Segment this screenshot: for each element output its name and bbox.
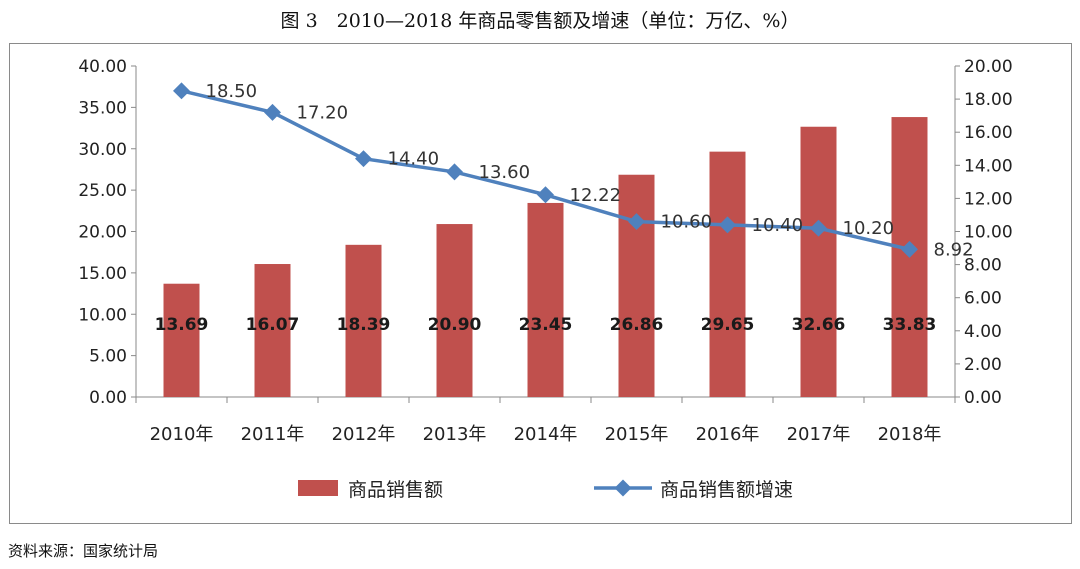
- legend-line-label: 商品销售额增速: [660, 479, 793, 501]
- growth-data-label: 12.22: [570, 185, 622, 206]
- left-axis-tick-label: 40.00: [78, 57, 127, 77]
- right-axis-tick-label: 18.00: [964, 90, 1013, 110]
- bar-data-label: 20.90: [428, 315, 482, 335]
- right-axis-tick-label: 12.00: [964, 189, 1013, 209]
- bar-data-label: 18.39: [337, 315, 391, 335]
- bar-data-label: 16.07: [246, 315, 300, 335]
- x-axis-tick-label: 2017年: [787, 424, 851, 445]
- bar-data-label: 26.86: [610, 315, 664, 335]
- x-axis-tick-label: 2011年: [241, 424, 305, 445]
- growth-data-label: 10.40: [752, 215, 804, 236]
- growth-data-label: 8.92: [934, 239, 974, 260]
- growth-point: [173, 82, 190, 100]
- right-axis-tick-label: 6.00: [964, 289, 1002, 309]
- left-axis-tick-label: 5.00: [89, 347, 127, 367]
- right-axis-tick-label: 20.00: [964, 57, 1013, 77]
- bar: [163, 283, 200, 397]
- x-axis-tick-label: 2015年: [605, 424, 669, 445]
- x-axis-tick-label: 2012年: [332, 424, 396, 445]
- bar-data-label: 32.66: [792, 315, 846, 335]
- bar: [800, 126, 837, 398]
- right-axis-tick-label: 8.00: [964, 256, 1002, 276]
- bar: [345, 244, 382, 397]
- left-axis-tick-label: 0.00: [89, 388, 127, 408]
- growth-data-label: 14.40: [388, 149, 440, 170]
- bar-data-label: 33.83: [883, 315, 937, 335]
- left-axis-tick-label: 10.00: [78, 305, 127, 325]
- right-axis-tick-label: 0.00: [964, 388, 1002, 408]
- chart-frame: [9, 43, 1072, 524]
- chart-title: 图 3 2010—2018 年商品零售额及增速（单位：万亿、%）: [280, 10, 800, 32]
- right-axis-tick-label: 4.00: [964, 322, 1002, 342]
- growth-data-label: 13.60: [479, 162, 531, 183]
- growth-data-label: 18.50: [206, 81, 258, 102]
- legend-bar-swatch: [298, 480, 338, 496]
- bar-data-label: 23.45: [519, 315, 573, 335]
- bar-data-label: 29.65: [701, 315, 755, 335]
- left-axis-tick-label: 20.00: [78, 223, 127, 243]
- legend-line-marker: [614, 479, 632, 497]
- growth-point: [355, 150, 372, 168]
- growth-data-label: 10.20: [843, 218, 895, 239]
- right-axis-tick-label: 2.00: [964, 355, 1002, 375]
- growth-point: [901, 240, 918, 258]
- bar-data-label: 13.69: [155, 315, 209, 335]
- growth-point: [810, 219, 827, 237]
- bar: [436, 224, 473, 397]
- x-axis-tick-label: 2014年: [514, 424, 578, 445]
- growth-point: [446, 163, 463, 181]
- growth-data-label: 17.20: [297, 102, 349, 123]
- left-axis-tick-label: 15.00: [78, 264, 127, 284]
- growth-point: [719, 216, 736, 234]
- left-axis-tick-label: 25.00: [78, 181, 127, 201]
- right-axis-tick-label: 14.00: [964, 156, 1013, 176]
- bar: [254, 264, 291, 397]
- bar: [618, 174, 655, 397]
- bar: [527, 202, 564, 397]
- x-axis-tick-label: 2016年: [696, 424, 760, 445]
- right-axis-tick-label: 16.00: [964, 123, 1013, 143]
- growth-point: [628, 213, 645, 231]
- growth-point: [537, 186, 554, 204]
- right-axis-tick-label: 10.00: [964, 223, 1013, 243]
- legend-bar-label: 商品销售额: [348, 479, 443, 501]
- bar: [709, 151, 746, 397]
- left-axis-tick-label: 30.00: [78, 140, 127, 160]
- x-axis-tick-label: 2013年: [423, 424, 487, 445]
- source-note: 资料来源：国家统计局: [8, 542, 159, 560]
- x-axis-tick-label: 2018年: [878, 424, 942, 445]
- growth-point: [264, 103, 281, 121]
- x-axis-tick-label: 2010年: [150, 424, 214, 445]
- left-axis-tick-label: 35.00: [78, 98, 127, 118]
- growth-data-label: 10.60: [661, 212, 713, 233]
